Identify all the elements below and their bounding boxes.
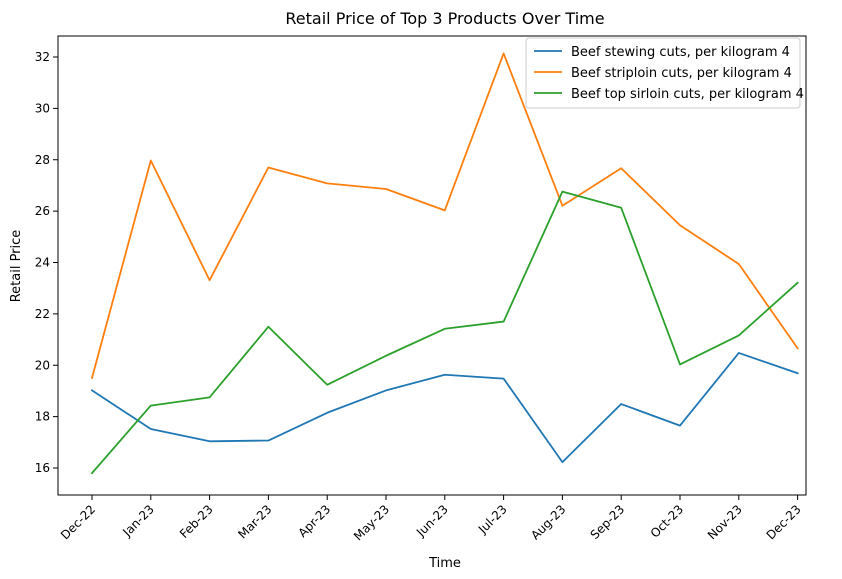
y-tick-label: 28 xyxy=(35,153,50,167)
y-tick-label: 22 xyxy=(35,307,50,321)
y-tick-label: 18 xyxy=(35,410,50,424)
y-tick-label: 30 xyxy=(35,101,50,115)
legend: Beef stewing cuts, per kilogram 4 Beef st… xyxy=(525,37,804,109)
series-line-3 xyxy=(90,190,799,475)
chart-title: Retail Price of Top 3 Products Over Time xyxy=(285,9,604,28)
y-axis: 16 18 20 22 24 26 28 30 32 xyxy=(35,50,58,475)
y-tick-label: 20 xyxy=(35,358,50,372)
plot-area xyxy=(57,35,807,496)
series-line-2 xyxy=(90,52,799,379)
legend-label-1: Beef stewing cuts, per kilogram 4 xyxy=(571,45,790,60)
legend-box xyxy=(525,37,801,109)
legend-label-3: Beef top sirloin cuts, per kilogram 4 xyxy=(571,87,804,102)
x-axis-label: Time xyxy=(428,556,461,571)
y-tick-label: 26 xyxy=(35,204,50,218)
y-tick-label: 32 xyxy=(35,50,50,64)
legend-label-2: Beef striploin cuts, per kilogram 4 xyxy=(571,66,792,81)
series-line-1 xyxy=(90,352,799,463)
y-tick-label: 24 xyxy=(35,256,50,270)
y-axis-label: Retail Price xyxy=(9,230,24,303)
y-tick-label: 16 xyxy=(35,461,50,475)
series-lines xyxy=(90,52,799,475)
plot-frame xyxy=(57,35,807,496)
